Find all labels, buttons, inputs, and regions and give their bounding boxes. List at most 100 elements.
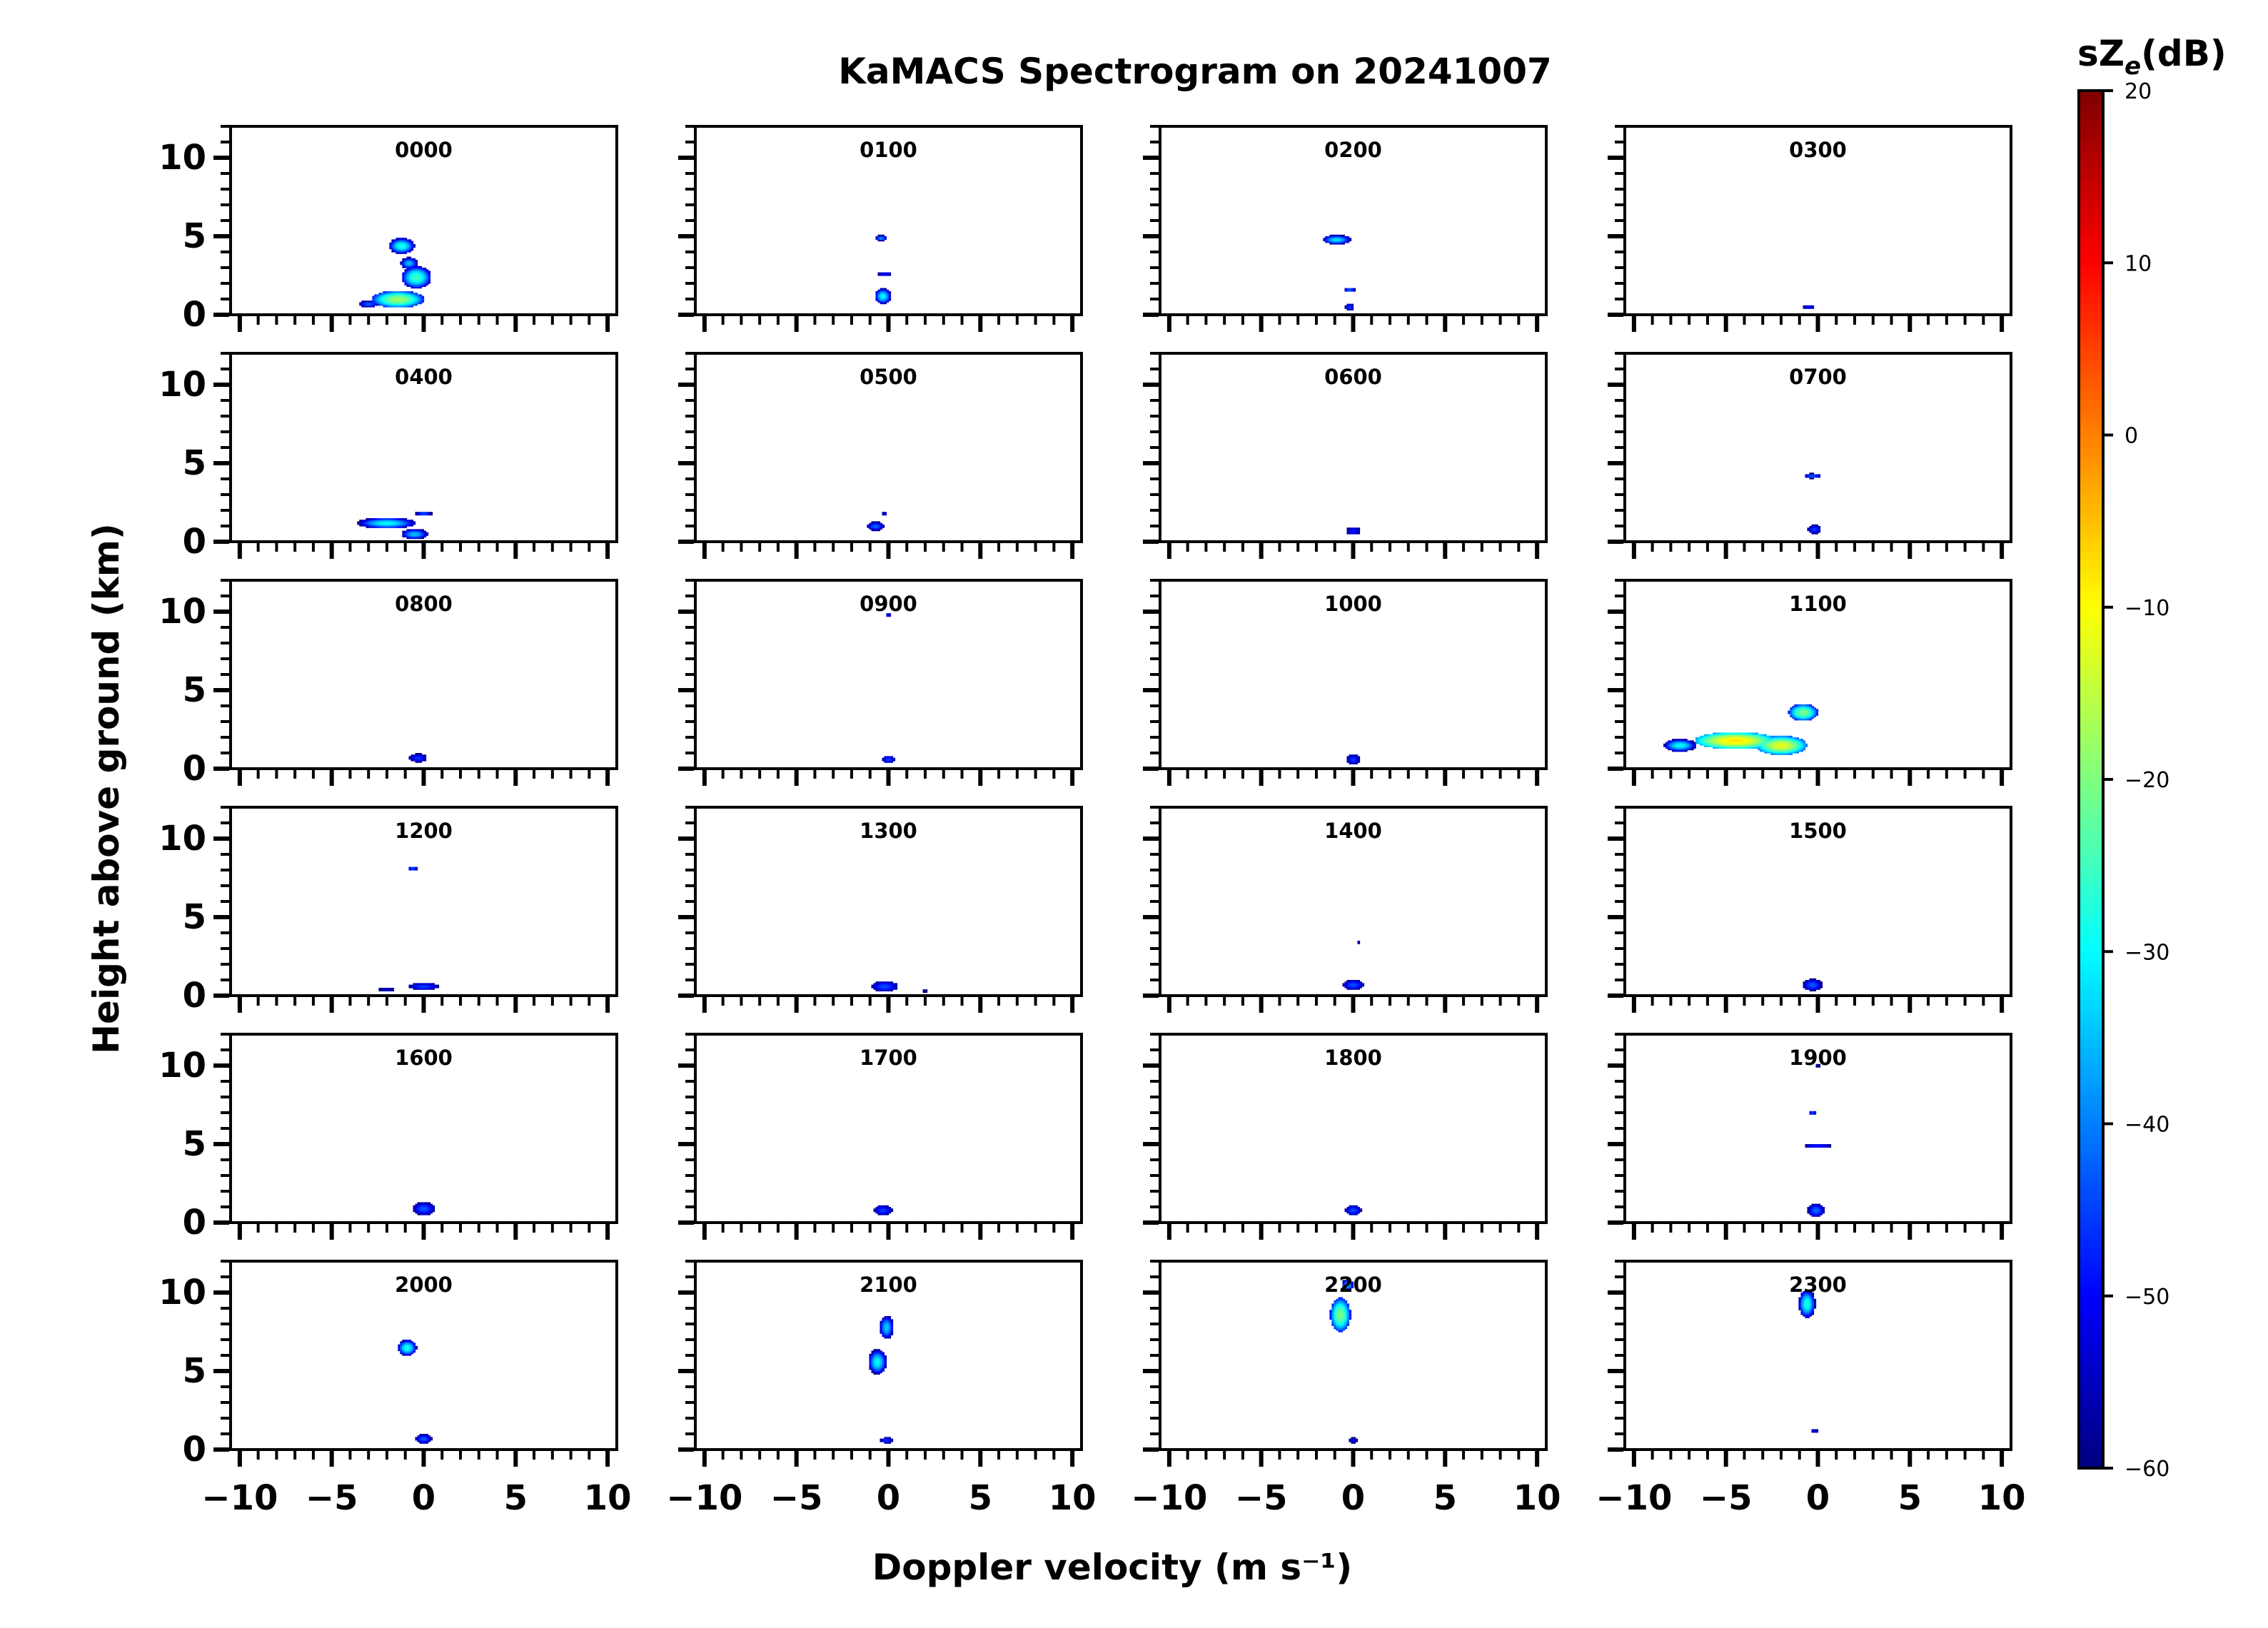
spectrum-cell (404, 524, 408, 527)
spectrum-cell (1809, 1311, 1813, 1314)
spectrum-cell (873, 522, 877, 525)
spectrum-cell (1346, 1283, 1350, 1285)
spectrum-cell (884, 272, 887, 275)
spectrum-cell (1762, 749, 1765, 752)
spectrum-cell (1783, 742, 1787, 744)
spectrum-cell (410, 305, 414, 308)
spectrum-cell (1766, 749, 1770, 752)
spectrum-cell (423, 271, 427, 273)
spectrum-cell (1760, 734, 1763, 737)
colorbar-segment (2079, 752, 2103, 759)
spectrum-cell (419, 535, 423, 537)
spectrum-cell (389, 526, 393, 528)
spectrum-cell (1770, 739, 1774, 741)
spectrum-cell (1751, 740, 1754, 743)
spectrum-cell (1359, 1208, 1363, 1210)
spectrum-cell (1340, 1305, 1344, 1308)
spectrum-cell (880, 1367, 883, 1370)
spectrum-cells (1346, 754, 1361, 764)
spectrum-cell (1803, 717, 1806, 719)
spectrum-cell (1818, 988, 1821, 990)
spectrum-cell (1334, 1319, 1337, 1322)
colorbar-segment (2079, 682, 2103, 691)
spectrum-cell (413, 272, 416, 275)
spectrum-cell (1745, 737, 1748, 739)
spectrum-cell (875, 1211, 879, 1214)
spectrum-cell (410, 1352, 414, 1355)
spectrum-cell (1738, 732, 1741, 735)
colorbar-segment (2079, 559, 2103, 567)
spectrum-cell (1755, 739, 1758, 741)
spectrum-cell (372, 521, 376, 524)
spectrum-cell (1346, 1318, 1350, 1320)
spectrum-cells (869, 1316, 894, 1444)
spectrum-cell (404, 283, 408, 285)
spectrum-cell (1334, 1311, 1337, 1314)
colorbar-segment (2079, 386, 2103, 395)
spectrum-cell (1781, 737, 1785, 739)
spectrum-cell (410, 286, 414, 289)
spectrum-cell (882, 512, 885, 514)
spectrum-cell (419, 281, 423, 284)
spectrum-cell (430, 1205, 433, 1208)
spectrum-cell (423, 984, 427, 987)
spectrum-cell (1710, 735, 1713, 738)
spectrum-cell (413, 303, 416, 306)
spectrum-cell (1740, 742, 1743, 744)
spectrum-cell (1331, 234, 1335, 237)
spectrum-cell (886, 1332, 889, 1334)
spectrum-cell (1813, 988, 1817, 990)
spectrum-cell (888, 1322, 892, 1325)
spectrum-cell (880, 1332, 883, 1334)
spectrum-cell (402, 297, 405, 300)
spectrum-cell (378, 989, 382, 991)
spectrum-cell (1346, 1313, 1350, 1315)
spectrum-cell (880, 1210, 883, 1213)
spectrum-cell (402, 1348, 405, 1350)
spectrum-cell (886, 983, 889, 986)
spectrum-cell (888, 1208, 892, 1210)
spectrum-cell (1803, 981, 1806, 984)
spectrum-cell (1751, 732, 1754, 735)
spectrum-cell (374, 299, 378, 301)
spectrum-cell (425, 280, 429, 283)
spectrum-cell (423, 530, 427, 533)
spectrum-cell (871, 1361, 875, 1364)
spectrum-cell (383, 294, 386, 297)
spectrum-cell (880, 1353, 883, 1356)
spectrum-cell (410, 986, 414, 989)
colorbar-segment (2079, 772, 2103, 780)
spectrum-cell (1730, 745, 1733, 747)
spectrum-cell (1351, 1205, 1354, 1208)
spectrum-cell (432, 1208, 435, 1210)
spectrum-cell (1773, 742, 1776, 744)
spectrum-cell (1344, 1308, 1348, 1310)
spectrum-cell (400, 293, 403, 295)
spectrum-cell (884, 291, 887, 293)
spectrum-cell (1770, 745, 1774, 747)
spectrum-cell (406, 242, 410, 245)
spectrum-cell (884, 1319, 887, 1322)
spectrum-cell (1734, 734, 1737, 737)
colorbar-segment (2079, 910, 2103, 918)
spectrum-cell (1344, 1208, 1348, 1210)
spectrum-cell (1755, 747, 1758, 749)
spectrum-cell (395, 302, 399, 305)
spectrum-cell (423, 1210, 427, 1213)
spectrum-cell (890, 1208, 894, 1210)
spectrum-cell (1803, 718, 1806, 721)
y-axis-label: Height above ground (km) (86, 523, 127, 1054)
y-tick-label: 10 (158, 1273, 206, 1313)
y-tick-label: 5 (183, 897, 206, 937)
spectrum-cell (1329, 239, 1333, 242)
spectrum-cell (378, 524, 382, 527)
colorbar-segment (2079, 986, 2103, 994)
spectrum-cell (1359, 983, 1363, 986)
panel-1000: 1000 (1143, 579, 1548, 786)
spectrum-cell (419, 1442, 423, 1444)
spectrum-cell (1779, 748, 1783, 751)
spectrum-cell (1779, 745, 1783, 747)
spectrum-cell (1678, 740, 1681, 743)
spectrum-cell (1818, 1215, 1821, 1217)
spectrum-cell (1811, 712, 1815, 714)
